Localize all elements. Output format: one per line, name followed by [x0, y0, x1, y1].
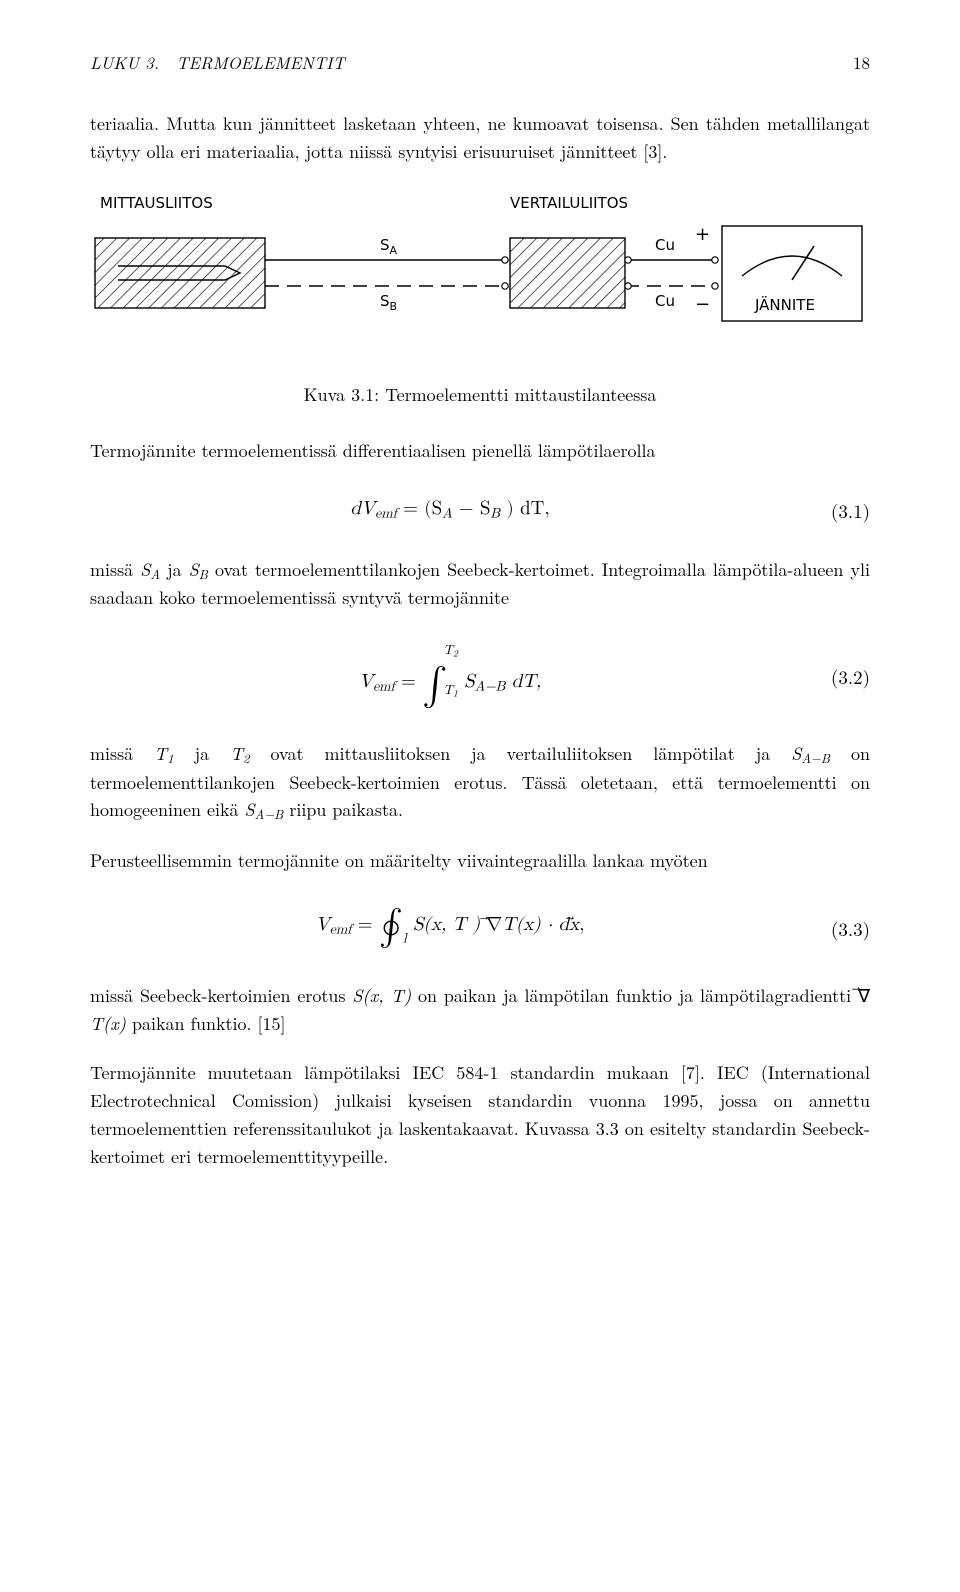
- node-sa: [502, 257, 508, 263]
- figure-caption: Kuva 3.1: Termoelementti mittaustilantee…: [90, 382, 870, 407]
- label-vertailuliitos: VERTAILULIITOS: [510, 194, 628, 212]
- paragraph-6: missä Seebeck-kertoimien erotus S(x, T) …: [90, 982, 870, 1038]
- node-cu-bot-left: [625, 283, 631, 289]
- label-sb: SB: [380, 292, 397, 313]
- node-sb: [502, 283, 508, 289]
- page-number: 18: [853, 50, 870, 74]
- thermocouple-diagram: MITTAUSLIITOS VERTAILULIITOS SA SB Cu +: [90, 188, 870, 358]
- equation-label: (3.2): [810, 663, 870, 690]
- equation-3-1: dVemf = (SA − SB ) dT, (3.1): [90, 497, 870, 524]
- label-minus: −: [695, 294, 710, 315]
- label-sa: SA: [380, 236, 398, 257]
- label-jannite: JÄNNITE: [754, 295, 815, 314]
- node-cu-bot-right: [712, 283, 718, 289]
- label-cu-top: Cu: [655, 236, 675, 254]
- equation-label: (3.1): [810, 497, 870, 524]
- equation-label: (3.3): [810, 915, 870, 942]
- paragraph-5: Perusteellisemmin termojännite on määrit…: [90, 847, 870, 875]
- page: LUKU 3. TERMOELEMENTIT 18 teriaalia. Mut…: [0, 0, 960, 1243]
- node-cu-top-left: [625, 257, 631, 263]
- label-cu-bottom: Cu: [655, 292, 675, 310]
- chapter-label: LUKU 3. TERMOELEMENTIT: [90, 50, 345, 74]
- equation-body: dVemf = (SA − SB ) dT,: [90, 497, 810, 522]
- paragraph-2: Termojännite termoelementissä differenti…: [90, 437, 870, 465]
- equation-body: Vemf = ∮l S(x, T ) ∇T(x) · dx,: [90, 907, 810, 950]
- equation-3-3: Vemf = ∮l S(x, T ) ∇T(x) · dx, (3.3): [90, 907, 870, 950]
- running-header: LUKU 3. TERMOELEMENTIT 18: [90, 50, 870, 74]
- paragraph-4: missä T1 ja T2 ovat mittausliitoksen ja …: [90, 740, 870, 824]
- paragraph-3: missä SA ja SB ovat termoelementtilankoj…: [90, 556, 870, 612]
- node-cu-top-right: [712, 257, 718, 263]
- equation-3-2: Vemf = ∫ T2 T1 SA−B dT, (3.2): [90, 644, 870, 708]
- figure-3-1: MITTAUSLIITOS VERTAILULIITOS SA SB Cu +: [90, 188, 870, 358]
- equation-body: Vemf = ∫ T2 T1 SA−B dT,: [90, 644, 810, 708]
- vertailuliitos-block: [510, 238, 625, 308]
- label-plus: +: [695, 224, 710, 245]
- paragraph-1: teriaalia. Mutta kun jännitteet lasketaa…: [90, 110, 870, 166]
- paragraph-7: Termojännite muutetaan lämpötilaksi IEC …: [90, 1059, 870, 1171]
- label-mittausliitos: MITTAUSLIITOS: [100, 194, 213, 212]
